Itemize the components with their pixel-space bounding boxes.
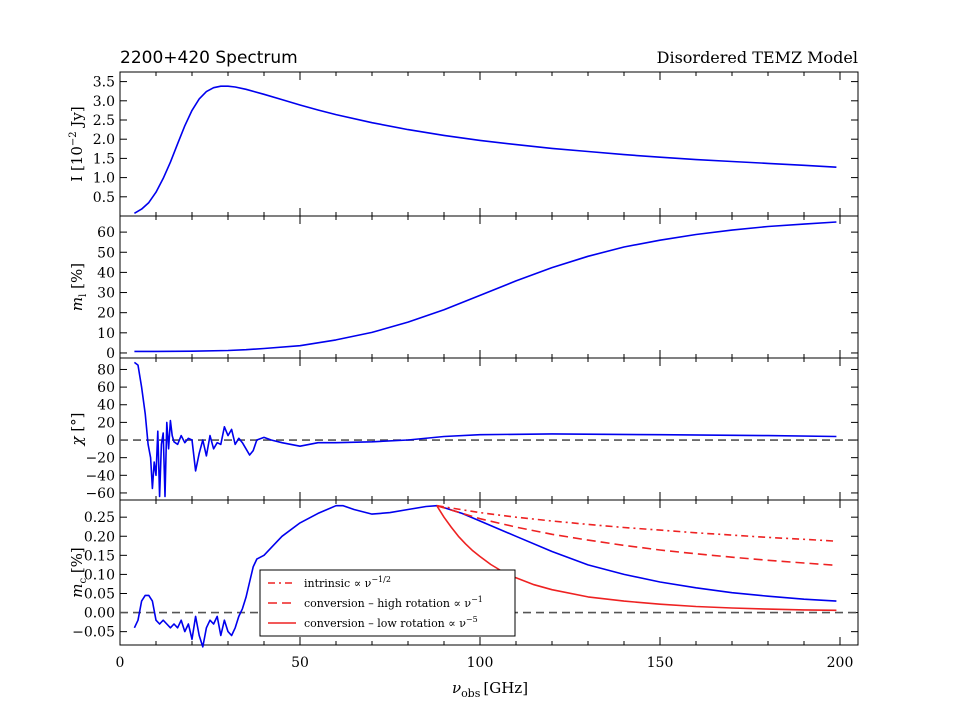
y-tick-label: −60: [85, 486, 115, 502]
legend-label: conversion – low rotation ∝ ν−5: [304, 615, 478, 630]
series-line-high-rotation: [436, 504, 837, 567]
y-axis-label-var: m: [68, 297, 86, 311]
x-tick-label: 200: [827, 655, 854, 671]
panel-frame: [119, 499, 859, 646]
y-tick-label: 0: [106, 346, 115, 362]
legend-label-exponent: −5: [466, 615, 478, 624]
y-tick-label: 2.5: [93, 113, 115, 129]
series-line-intrinsic: [436, 504, 837, 542]
series-line-I: [133, 85, 837, 214]
y-axis-label: I [10−2 Jy]: [68, 106, 86, 182]
y-tick-label: 1.5: [93, 151, 115, 167]
legend-label: intrinsic ∝ ν−1/2: [304, 575, 391, 590]
legend-label: conversion – high rotation ∝ ν−1: [304, 595, 483, 610]
x-axis-label-unit: [GHz]: [483, 679, 528, 697]
panel-circular-polarization: −0.05 0.00 0.05 0.10 0.15 0.20 0.25 mc [%]: [68, 499, 859, 648]
y-axis-label-sub: c: [78, 578, 89, 584]
y-axis-label-unit: [%]: [68, 547, 86, 578]
x-tick-label: 150: [647, 655, 674, 671]
y-axis-label-var: m: [68, 584, 86, 598]
y-tick-label: −0.05: [72, 625, 115, 641]
legend-label-text: conversion – high rotation ∝ ν: [304, 597, 471, 610]
series-line-chi: [133, 361, 837, 498]
y-tick-label: −40: [85, 468, 115, 484]
y-axis-label: mc [%]: [68, 547, 89, 598]
y-tick-label: 3.0: [93, 94, 115, 110]
legend-label-exponent: −1: [471, 595, 483, 604]
y-axis-label-unit: Jy]: [68, 106, 86, 131]
panel-frame: [119, 71, 859, 217]
panel-frame: [119, 215, 859, 359]
y-axis-label-unit: [°]: [68, 412, 86, 436]
y-tick-label: 0.10: [84, 567, 115, 583]
y-tick-label: 3.5: [93, 75, 115, 91]
y-axis-label-sub: l: [78, 294, 89, 297]
legend-label-exponent: −1/2: [371, 575, 391, 584]
legend: intrinsic ∝ ν−1/2 conversion – high rotat…: [259, 569, 516, 637]
y-tick-label: 2.0: [93, 132, 115, 148]
y-axis-label: ml [%]: [68, 263, 89, 311]
y-axis-label-unit: [%]: [68, 263, 86, 294]
y-tick-label: 20: [97, 306, 115, 322]
y-tick-label: −20: [85, 451, 115, 467]
series-line-mc: [133, 504, 837, 648]
x-tick-label: 0: [116, 655, 125, 671]
legend-box: [259, 569, 516, 637]
x-axis-label-main: ν: [452, 679, 461, 697]
y-tick-label: 40: [97, 265, 115, 281]
panel-frame: [119, 357, 859, 501]
y-tick-label: 60: [97, 225, 115, 241]
y-tick-label: 0.05: [84, 586, 115, 602]
y-tick-label: 0: [106, 433, 115, 449]
y-tick-label: 50: [97, 245, 115, 261]
y-tick-label: 0.00: [84, 606, 115, 622]
y-tick-label: 0.5: [93, 190, 115, 206]
legend-label-text: intrinsic ∝ ν: [304, 577, 372, 590]
x-axis-label-sub: obs: [461, 687, 481, 700]
y-tick-label: 1.0: [93, 171, 115, 187]
x-tick-label: 100: [467, 655, 494, 671]
y-axis-label-text: I [10: [68, 146, 86, 182]
y-tick-label: 80: [97, 362, 115, 378]
y-tick-label: 0.15: [84, 548, 115, 564]
y-axis-label-sup: −2: [68, 131, 79, 146]
series-line-low-rotation: [436, 505, 837, 612]
y-tick-label: 20: [97, 415, 115, 431]
y-tick-label: 60: [97, 380, 115, 396]
legend-label-text: conversion – low rotation ∝ ν: [304, 617, 466, 630]
chart-title-right: Disordered TEMZ Model: [657, 48, 858, 67]
y-tick-label: 0.25: [84, 510, 115, 526]
x-axis-ticks: 0 50 100 150 200: [116, 655, 854, 671]
y-axis-label-var: χ: [68, 436, 86, 447]
y-tick-label: 10: [97, 326, 115, 342]
y-tick-label: 0.20: [84, 529, 115, 545]
chart-title-left: 2200+420 Spectrum: [120, 48, 298, 68]
x-tick-label: 50: [291, 655, 309, 671]
y-tick-label: 40: [97, 398, 115, 414]
y-tick-label: 30: [97, 286, 115, 302]
series-line-ml: [134, 221, 837, 353]
y-axis-label: χ [°]: [68, 412, 86, 446]
x-axis-label: νobs [GHz]: [452, 679, 528, 700]
panel-linear-polarization: 0 10 20 30 40 50 60 ml [%]: [68, 215, 859, 362]
panel-intensity: 0.5 1.0 1.5 2.0 2.5 3.0 3.5 I [10−2 Jy]: [68, 71, 859, 217]
